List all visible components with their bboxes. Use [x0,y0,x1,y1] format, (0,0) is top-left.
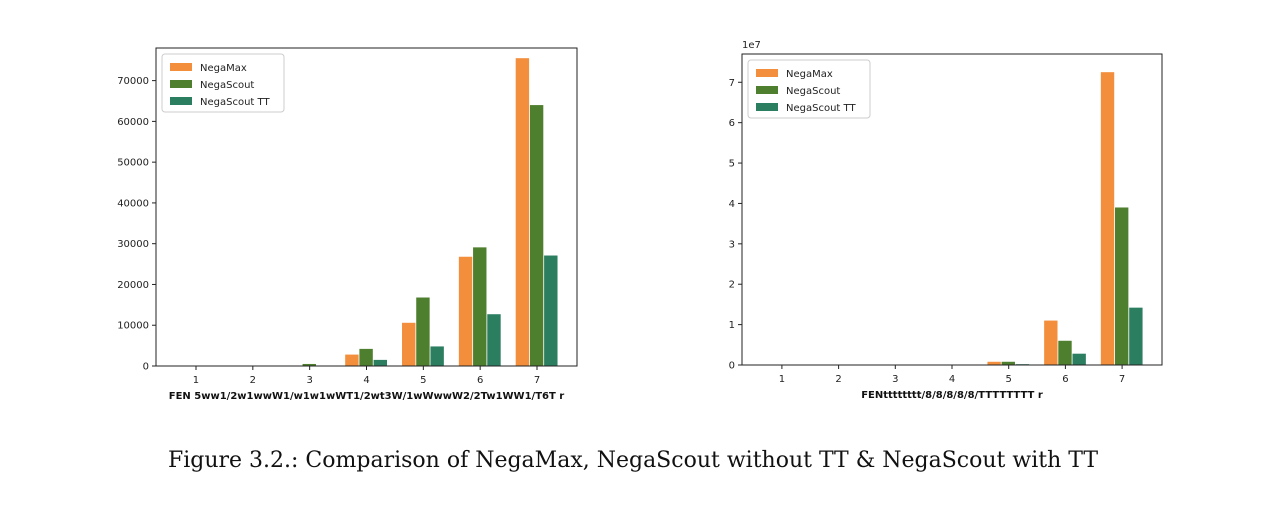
y-tick-label: 3 [729,239,735,250]
y-tick-label: 0 [143,362,149,373]
legend-swatch [756,69,778,77]
y-tick-label: 40000 [117,198,149,209]
bar-negascout-5 [416,297,430,366]
bar-negamax-6 [1044,320,1058,365]
bar-negamax-7 [515,58,530,366]
y-tick-label: 10000 [117,321,149,332]
legend: NegaMax NegaScout NegaScout TT [161,53,285,113]
y-tick-label: 7 [729,78,735,89]
y-tick-label: 1 [729,320,735,331]
bar-negascout-4 [359,348,373,366]
x-tick-label: 4 [363,375,369,386]
legend-entry: NegaMax [200,63,247,74]
y-tick-label: 20000 [117,280,149,291]
legend-swatch [756,86,778,94]
bar-negamax-5 [402,322,416,366]
x-tick-label: 6 [1062,374,1068,385]
legend-box [747,59,871,119]
figure-caption: Figure 3.2.: Comparison of NegaMax, Nega… [167,448,1099,473]
y-scale-offset-label: 1e7 [742,40,761,51]
bar-negascout-3 [302,363,316,366]
bar-negamax-5 [987,361,1001,365]
legend-swatch [170,97,192,105]
x-tick-label: 2 [250,375,256,386]
y-tick-label: 50000 [117,158,149,169]
bar-negamax-7 [1100,72,1115,366]
bar-negascout-tt-7 [544,255,558,366]
legend-entry: NegaScout [200,80,254,91]
y-tick-label: 5 [729,159,735,170]
bar-negascout-6 [1058,340,1072,365]
bar-negamax-6 [458,256,473,366]
x-tick-label: 4 [949,374,955,385]
x-tick-label: 5 [420,375,426,386]
x-tick-label: 2 [835,374,841,385]
y-tick-label: 60000 [117,117,149,128]
x-axis-label: FENtttttttt/8/8/8/8/8/TTTTTTTT r [861,390,1043,401]
legend-swatch [756,103,778,111]
y-tick-label: 2 [729,280,735,291]
bar-negamax-4 [345,354,359,366]
x-tick-label: 3 [892,374,898,385]
x-tick-label: 6 [477,375,483,386]
x-tick-label: 7 [534,375,540,386]
legend-entry: NegaMax [786,69,833,80]
bar-negascout-5 [1001,361,1015,365]
y-tick-label: 6 [729,118,735,129]
x-tick-label: 1 [779,374,785,385]
legend-entry: NegaScout TT [786,103,856,114]
x-tick-label: 5 [1006,374,1012,385]
x-tick-label: 3 [306,375,312,386]
legend: NegaMax NegaScout NegaScout TT [747,59,871,119]
legend-entry: NegaScout TT [200,97,270,108]
bar-negascout-tt-5 [430,346,444,366]
bar-negascout-tt-4 [373,359,388,366]
bar-negascout-tt-6 [1072,353,1086,365]
chart-panel-2: 1 2 3 4 5 6 7 0 1 2 3 4 5 6 7 1e7 FENtttttttt/8/8/8/8/8/… [729,40,1163,401]
legend-swatch [170,63,192,71]
bar-negascout-7 [1115,207,1129,365]
y-tick-label: 30000 [117,239,149,250]
legend-swatch [170,80,192,88]
x-tick-label: 7 [1119,374,1125,385]
x-tick-label: 1 [193,375,199,386]
legend-entry: NegaScout [786,86,840,97]
y-tick-label: 70000 [117,76,149,87]
bar-negascout-tt-6 [487,314,501,366]
x-axis-label: FEN 5ww1/2w1wwW1/w1w1wWT1/2wt3W/1wWwwW2/… [169,391,565,402]
figure-canvas: 1 2 3 4 5 6 7010000200003000040000500006000070… [117,40,1163,402]
bar-negascout-tt-7 [1129,307,1143,365]
legend-box [161,53,285,113]
y-tick-label: 4 [729,199,735,210]
bar-negascout-6 [473,247,487,366]
y-tick-label: 0 [729,361,735,372]
chart-panel-1: 1 2 3 4 5 6 7 0 10000 20000 30000 40000 50000 60000 70… [117,47,578,402]
bar-negascout-7 [529,105,544,366]
